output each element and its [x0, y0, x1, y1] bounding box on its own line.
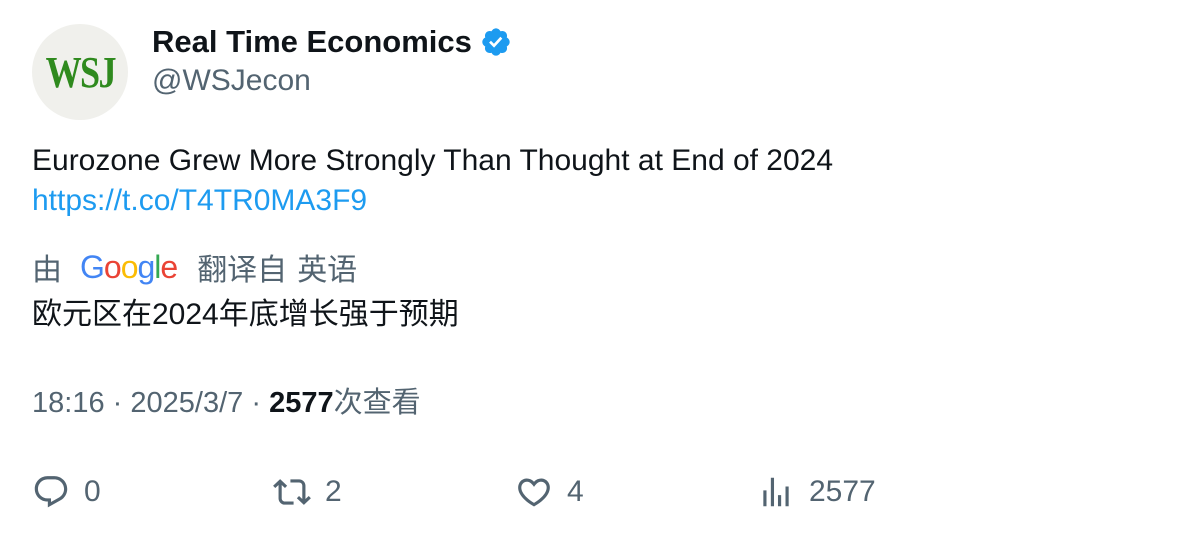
translate-language: 英语: [297, 254, 358, 287]
tweet-time[interactable]: 18:16: [32, 387, 105, 419]
avatar-logo-text: WSJ: [45, 47, 116, 97]
retweet-icon: [273, 479, 311, 505]
tweet-meta: 18:16 · 2025/3/7 · 2577次查看: [32, 383, 421, 423]
action-bar: 0 2 4 2577: [0, 470, 1196, 514]
views-button[interactable]: 2577: [757, 470, 876, 514]
heart-icon: [518, 478, 550, 507]
views-label: 次查看: [333, 387, 421, 419]
google-logo: Google: [80, 248, 178, 285]
translated-text: 欧元区在2024年底增长强于预期: [32, 298, 459, 331]
translate-from-label: 翻译自: [197, 254, 288, 287]
views-action-count: 2577: [809, 475, 876, 508]
reply-button[interactable]: 0: [32, 470, 101, 514]
like-count: 4: [567, 475, 584, 508]
tweet-link[interactable]: https://t.co/T4TR0MA3F9: [32, 184, 368, 217]
tweet-text: Eurozone Grew More Strongly Than Thought…: [32, 144, 834, 177]
avatar[interactable]: WSJ: [32, 24, 128, 120]
translate-by-label: 由: [32, 254, 62, 287]
retweet-button[interactable]: 2: [273, 470, 342, 514]
author-handle[interactable]: @WSJecon: [152, 64, 311, 97]
reply-count: 0: [84, 475, 101, 508]
like-button[interactable]: 4: [515, 470, 584, 514]
views-count: 2577: [269, 387, 334, 419]
author-name-row: Real Time Economics: [152, 22, 512, 62]
bar-chart-icon: [763, 477, 789, 507]
author-display-name[interactable]: Real Time Economics: [152, 24, 472, 59]
meta-separator: ·: [251, 387, 261, 419]
reply-icon: [34, 476, 68, 508]
meta-separator: ·: [112, 387, 123, 419]
tweet-date[interactable]: 2025/3/7: [130, 387, 244, 419]
verified-badge-icon[interactable]: [480, 26, 512, 58]
retweet-count: 2: [325, 475, 342, 508]
tweet-body: Eurozone Grew More Strongly Than Thought…: [32, 141, 1162, 221]
translation-attribution: 由 Google 翻译自 英语: [32, 246, 357, 288]
